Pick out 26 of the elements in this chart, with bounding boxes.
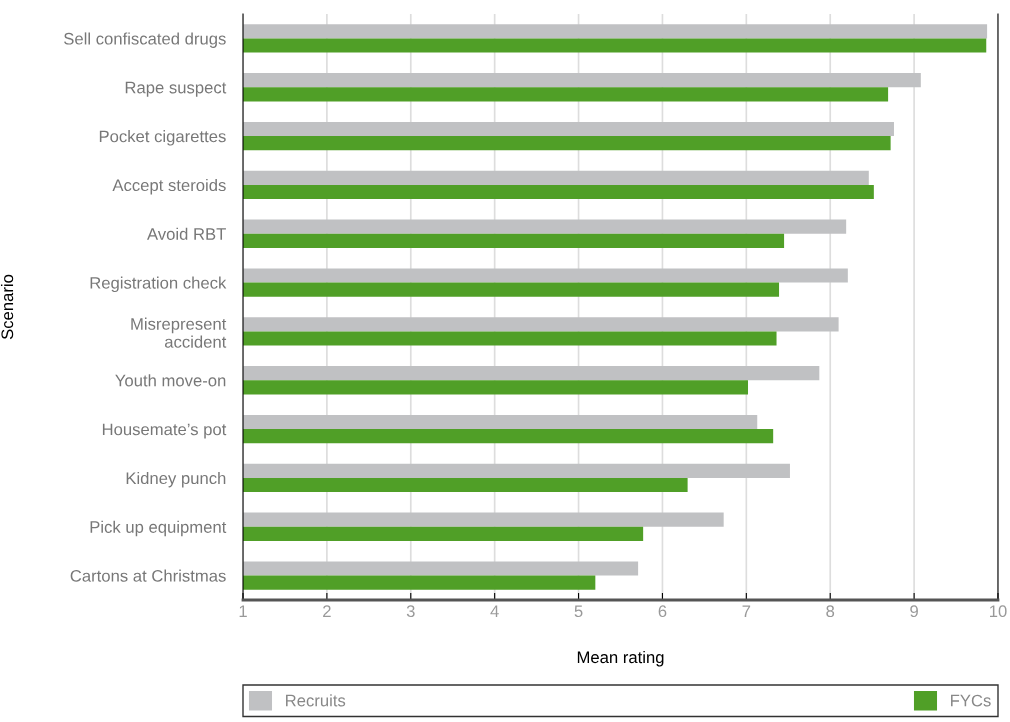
y-tick-label: Housemate’s pot [102,423,227,439]
y-tick-label: Cartons at Christmas [70,569,226,582]
legend-label: FYCs [951,694,991,707]
y-tick-label: Misrepresent accident [131,317,227,348]
x-tick-label: 3 [406,605,415,618]
legend-label: Recruits [286,694,346,707]
x-tick-label: 2 [323,605,331,617]
y-tick-label: Rape suspect [125,81,227,97]
y-axis-title: Scenario [0,274,14,340]
y-tick-label: Youth move-on [115,374,226,387]
y-tick-label: Pick up equipment [90,520,227,537]
y-tick-label: Sell confiscated drugs [64,32,226,48]
y-tick-label: Kidney punch [126,471,226,488]
x-tick-label: 10 [990,605,1007,618]
x-tick-label: 5 [574,605,583,618]
x-tick-label: 1 [239,605,247,617]
y-tick-label: Accept steroids [112,178,226,195]
y-tick-label: Pocket cigarettes [99,130,226,146]
x-tick-label: 9 [910,605,918,618]
y-tick-label: Avoid RBT [147,227,226,240]
x-axis-title: Mean rating [577,650,664,667]
x-tick-label: 4 [490,605,499,617]
x-tick-label: 8 [826,605,835,618]
x-tick-label: 7 [742,605,751,617]
y-tick-label: Registration check [90,276,227,293]
x-tick-label: 6 [658,605,667,618]
